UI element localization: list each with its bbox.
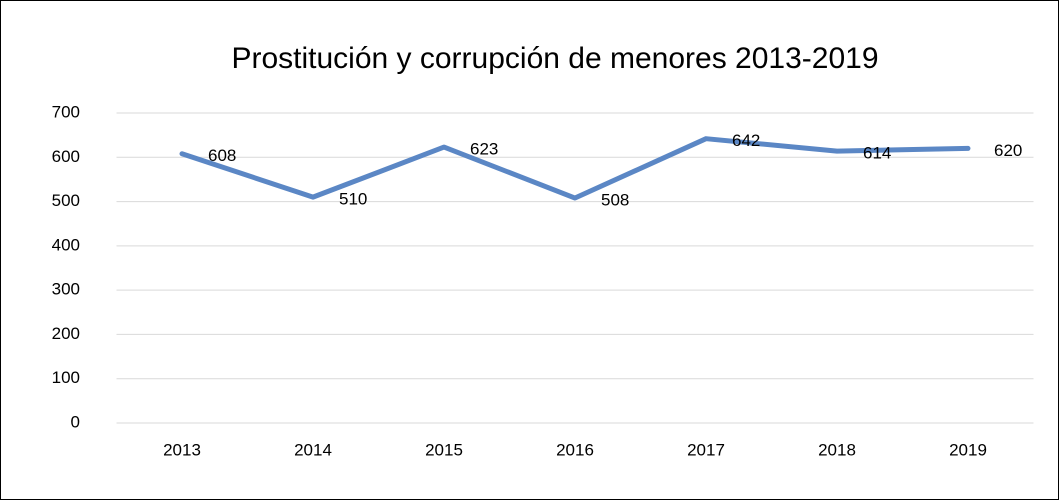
- y-tick-label: 300: [52, 280, 80, 299]
- data-label: 620: [994, 141, 1022, 160]
- chart-title: Prostitución y corrupción de menores 201…: [231, 42, 878, 75]
- y-tick-label: 400: [52, 235, 80, 254]
- data-label: 623: [470, 140, 498, 159]
- y-tick-label: 100: [52, 368, 80, 387]
- data-label: 510: [339, 190, 367, 209]
- y-tick-label: 200: [52, 324, 80, 343]
- x-tick-label: 2014: [294, 440, 332, 459]
- x-tick-label: 2015: [425, 440, 463, 459]
- x-tick-label: 2016: [556, 440, 594, 459]
- x-tick-label: 2017: [687, 440, 725, 459]
- y-tick-label: 700: [52, 102, 80, 121]
- data-label: 608: [208, 146, 236, 165]
- data-label: 508: [601, 191, 629, 210]
- series-line: [179, 136, 971, 201]
- x-tick-label: 2018: [818, 440, 856, 459]
- y-tick-label: 500: [52, 191, 80, 210]
- data-label: 614: [863, 144, 891, 163]
- x-tick-label: 2013: [163, 440, 201, 459]
- data-label: 642: [732, 131, 760, 150]
- x-tick-label: 2019: [949, 440, 987, 459]
- y-tick-label: 600: [52, 147, 80, 166]
- y-tick-label: 0: [71, 412, 80, 431]
